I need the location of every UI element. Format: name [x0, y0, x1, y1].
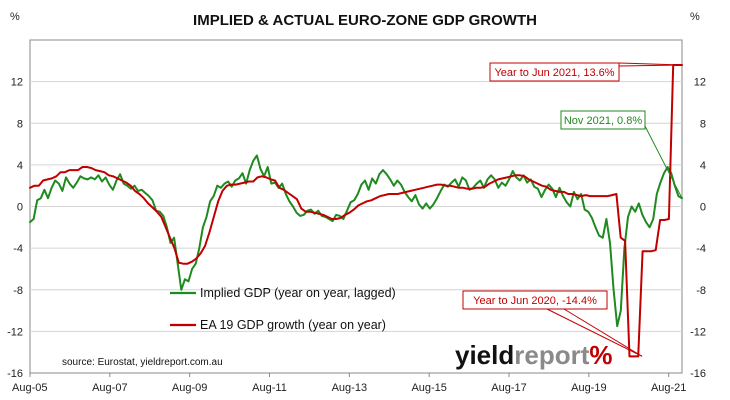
x-tick-label: Aug-13	[332, 382, 367, 394]
annotation-leader	[644, 125, 683, 199]
annotation-leader	[563, 308, 643, 357]
annotation-label: Year to Jun 2021, 13.6%	[494, 67, 614, 79]
annotation-leader	[546, 308, 643, 357]
y-tick-label-left: 4	[17, 160, 23, 172]
logo-part-percent: %	[589, 340, 612, 370]
x-tick-label: Aug-07	[92, 382, 127, 394]
x-tick-label: Aug-19	[571, 382, 606, 394]
annotations: Year to Jun 2021, 13.6% Nov 2021, 0.8% Yea…	[462, 62, 683, 357]
logo-wordmark: yieldreport%	[455, 340, 613, 370]
x-tick-label: Aug-05	[12, 382, 47, 394]
annotation-label: Nov 2021, 0.8%	[564, 115, 642, 127]
y-tick-label-right: -8	[696, 285, 706, 297]
logo-part-report: report	[514, 340, 589, 370]
annotation-box	[560, 110, 646, 130]
y-tick-label-right: -12	[690, 326, 706, 338]
annotation-box	[489, 62, 620, 82]
y-tick-label-right: -16	[690, 368, 706, 380]
annotation-leader	[618, 62, 683, 66]
x-tick-label: Aug-21	[651, 382, 686, 394]
y-tick-label-right: 4	[700, 160, 706, 172]
x-tick-label: Aug-09	[172, 382, 207, 394]
right-axis-unit: %	[690, 11, 700, 23]
axes: -16 -16 -12 -12 -8 -8 -4 -4 0 0 4 4 8 8 12 12 Aug-05 Aug-…	[7, 77, 706, 394]
y-tick-label-left: -4	[13, 243, 23, 255]
legend: Implied GDP (year on year, lagged) EA 19 …	[170, 286, 396, 332]
legend-label-ea19: EA 19 GDP growth (year on year)	[200, 318, 386, 332]
y-tick-label-right: -4	[696, 243, 706, 255]
y-tick-label-left: 8	[17, 118, 23, 130]
source-note: source: Eurostat, yieldreport.com.au	[62, 357, 223, 368]
logo-part-yield: yield	[455, 340, 514, 370]
y-tick-label-left: -8	[13, 285, 23, 297]
annotation-label: Year to Jun 2020, -14.4%	[473, 295, 597, 307]
y-tick-label-left: -16	[7, 368, 23, 380]
series-lines	[29, 64, 683, 358]
legend-label-implied: Implied GDP (year on year, lagged)	[200, 286, 396, 300]
y-tick-label-left: 12	[11, 77, 23, 89]
y-tick-label-right: 0	[700, 202, 706, 214]
y-tick-label-left: 0	[17, 202, 23, 214]
ea19-gdp-line	[29, 64, 683, 358]
y-tick-label-right: 12	[694, 77, 706, 89]
chart-title: IMPLIED & ACTUAL EURO-ZONE GDP GROWTH	[193, 12, 537, 29]
x-tick-label: Aug-11	[252, 382, 287, 394]
y-tick-label-right: 8	[700, 118, 706, 130]
x-tick-label: Aug-15	[411, 382, 446, 394]
gridlines	[30, 81, 682, 332]
y-tick-label-left: -12	[7, 326, 23, 338]
left-axis-unit: %	[10, 11, 20, 23]
x-tick-label: Aug-17	[491, 382, 526, 394]
yieldreport-logo: yieldreport%	[455, 340, 613, 370]
annotation-box	[462, 290, 608, 310]
